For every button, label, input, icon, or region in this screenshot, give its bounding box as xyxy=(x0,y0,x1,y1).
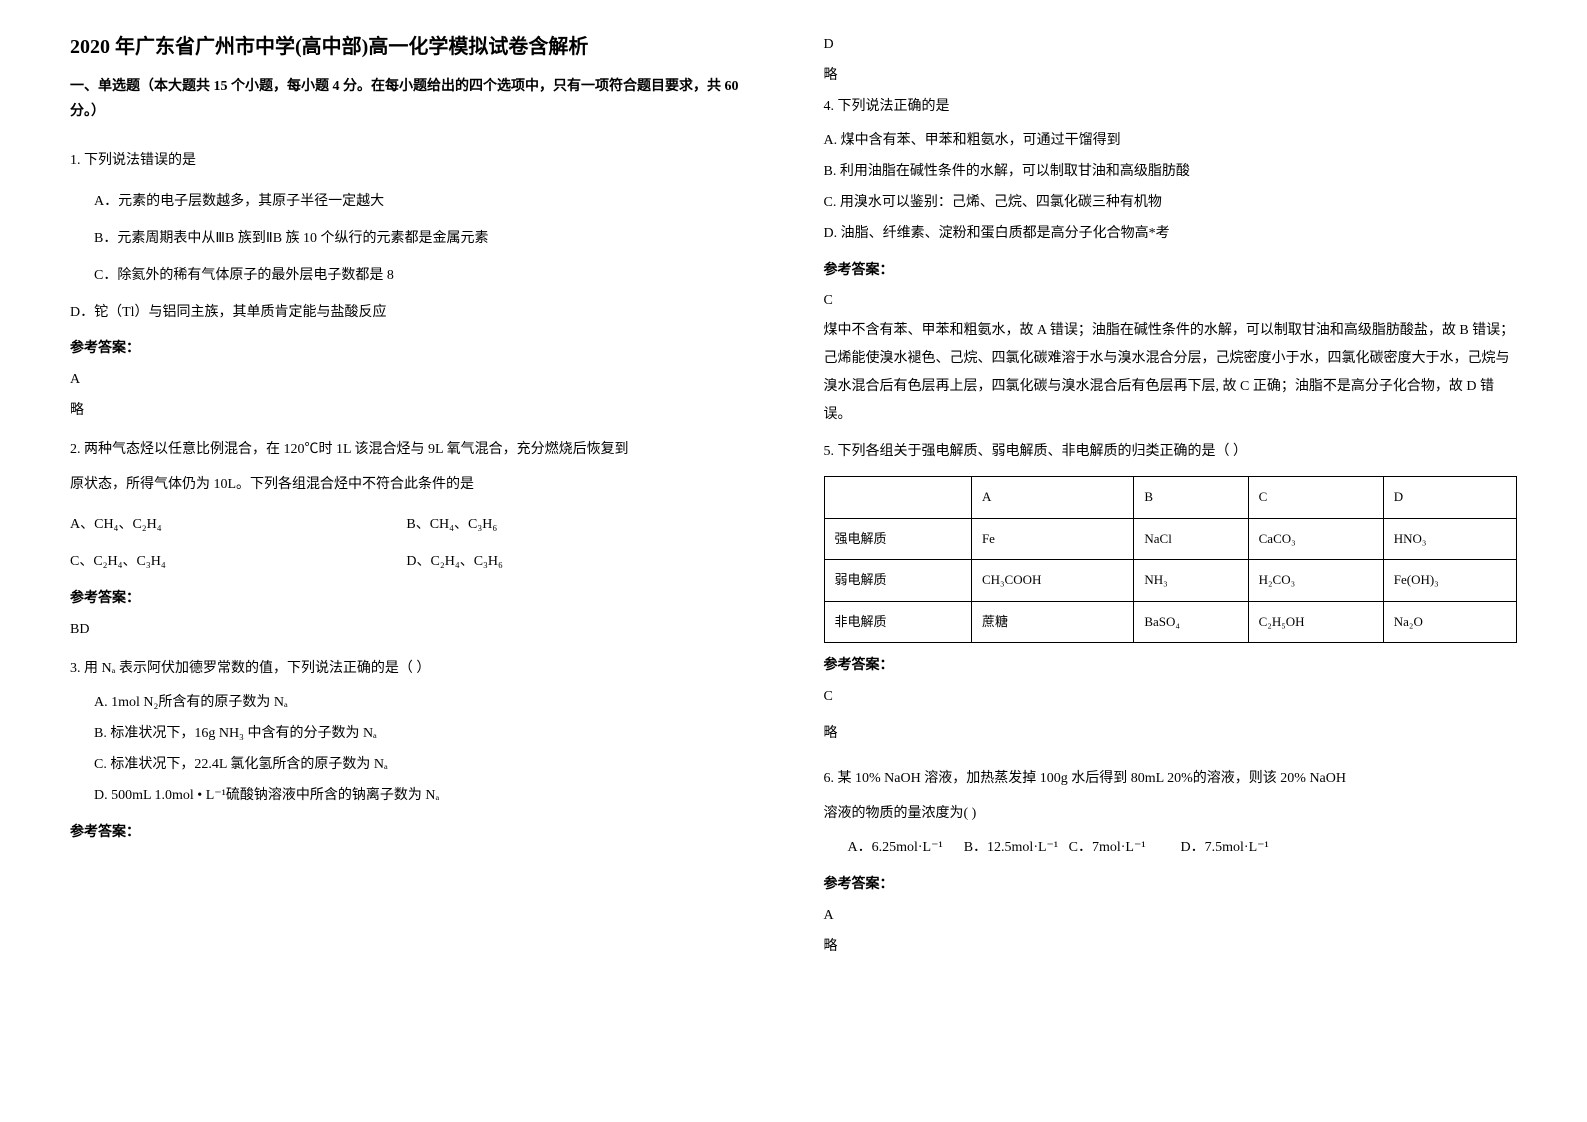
q4-option-a: A. 煤中含有苯、甲苯和粗氨水，可通过干馏得到 xyxy=(824,126,1518,157)
q1-option-b: B．元素周期表中从ⅢB 族到ⅡB 族 10 个纵行的元素都是金属元素 xyxy=(94,224,764,255)
q4-stem: 4. 下列说法正确的是 xyxy=(824,92,1518,123)
table-row: 强电解质 Fe NaCl CaCO₃ HNO₃ xyxy=(824,518,1517,560)
th-a: A xyxy=(971,476,1133,518)
cell: H₂CO₃ xyxy=(1248,560,1383,602)
question-6: 6. 某 10% NaOH 溶液，加热蒸发掉 100g 水后得到 80mL 20… xyxy=(824,764,1518,963)
question-3: 3. 用 Nₐ 表示阿伏加德罗常数的值，下列说法正确的是（ ） A. 1mol … xyxy=(70,654,764,849)
q1-answer: A xyxy=(70,365,764,396)
q1-stem: 1. 下列说法错误的是 xyxy=(70,146,764,177)
question-1: 1. 下列说法错误的是 A．元素的电子层数越多，其原子半径一定越大 B．元素周期… xyxy=(70,146,764,426)
q3-option-c: C. 标准状况下，22.4L 氯化氢所含的原子数为 Nₐ xyxy=(94,750,764,781)
q5-answer: C xyxy=(824,682,1518,713)
question-5: 5. 下列各组关于强电解质、弱电解质、非电解质的归类正确的是（ ） A B C … xyxy=(824,437,1518,750)
q5-note: 略 xyxy=(824,719,1518,750)
q1-option-a: A．元素的电子层数越多，其原子半径一定越大 xyxy=(94,187,764,218)
q3-option-b: B. 标准状况下，16g NH₃ 中含有的分子数为 Nₐ xyxy=(94,719,764,750)
question-2: 2. 两种气态烃以任意比例混合，在 120℃时 1L 该混合烃与 9L 氧气混合… xyxy=(70,435,764,646)
cell: 强电解质 xyxy=(824,518,971,560)
table-header-row: A B C D xyxy=(824,476,1517,518)
section-header: 一、单选题（本大题共 15 个小题，每小题 4 分。在每小题给出的四个选项中，只… xyxy=(70,74,764,124)
q6-answer: A xyxy=(824,901,1518,932)
q6-option-c: C．7mol·L⁻¹ xyxy=(1069,840,1146,855)
th-blank xyxy=(824,476,971,518)
q5-answer-label: 参考答案： xyxy=(824,651,1518,682)
q4-option-d: D. 油脂、纤维素、淀粉和蛋白质都是高分子化合物高*考 xyxy=(824,219,1518,250)
q3-option-a: A. 1mol N₂所含有的原子数为 Nₐ xyxy=(94,688,764,719)
cell: Na₂O xyxy=(1383,601,1516,643)
th-d: D xyxy=(1383,476,1516,518)
q1-note: 略 xyxy=(70,396,764,427)
q2-stem-2: 原状态，所得气体仍为 10L。下列各组混合烃中不符合此条件的是 xyxy=(70,470,764,501)
q6-stem-2: 溶液的物质的量浓度为( ) xyxy=(824,799,1518,830)
cell: 蔗糖 xyxy=(971,601,1133,643)
q5-table: A B C D 强电解质 Fe NaCl CaCO₃ HNO₃ 弱电解质 CH₃… xyxy=(824,476,1518,643)
q3-stem: 3. 用 Nₐ 表示阿伏加德罗常数的值，下列说法正确的是（ ） xyxy=(70,654,764,685)
th-c: C xyxy=(1248,476,1383,518)
cell: HNO₃ xyxy=(1383,518,1516,560)
q6-stem-1: 6. 某 10% NaOH 溶液，加热蒸发掉 100g 水后得到 80mL 20… xyxy=(824,764,1518,795)
cell: CaCO₃ xyxy=(1248,518,1383,560)
q1-answer-label: 参考答案： xyxy=(70,334,764,365)
q6-note: 略 xyxy=(824,932,1518,963)
q2-option-a: A、CH₄、C₂H₄ xyxy=(70,510,403,541)
q2-option-c: C、C₂H₄、C₃H₄ xyxy=(70,547,403,578)
q3-note: 略 xyxy=(824,61,1518,92)
q3-answer: D xyxy=(824,30,1518,61)
table-row: 非电解质 蔗糖 BaSO₄ C₂H₅OH Na₂O xyxy=(824,601,1517,643)
q4-answer-label: 参考答案： xyxy=(824,256,1518,287)
q4-option-b: B. 利用油脂在碱性条件的水解，可以制取甘油和高级脂肪酸 xyxy=(824,157,1518,188)
q4-explanation: 煤中不含有苯、甲苯和粗氨水，故 A 错误；油脂在碱性条件的水解，可以制取甘油和高… xyxy=(824,317,1518,429)
th-b: B xyxy=(1134,476,1248,518)
q6-option-a: A．6.25mol·L⁻¹ xyxy=(848,840,943,855)
right-column: D 略 4. 下列说法正确的是 A. 煤中含有苯、甲苯和粗氨水，可通过干馏得到 … xyxy=(794,30,1548,1092)
q3-option-d: D. 500mL 1.0mol • L⁻¹硫酸钠溶液中所含的钠离子数为 Nₐ xyxy=(94,781,764,812)
cell: Fe(OH)₃ xyxy=(1383,560,1516,602)
cell: NaCl xyxy=(1134,518,1248,560)
q6-answer-label: 参考答案： xyxy=(824,870,1518,901)
q4-option-c: C. 用溴水可以鉴别：己烯、己烷、四氯化碳三种有机物 xyxy=(824,188,1518,219)
cell: 非电解质 xyxy=(824,601,971,643)
cell: Fe xyxy=(971,518,1133,560)
q3-answer-label: 参考答案： xyxy=(70,818,764,849)
q2-option-d: D、C₂H₄、C₃H₆ xyxy=(406,547,739,578)
q4-answer: C xyxy=(824,286,1518,317)
cell: CH₃COOH xyxy=(971,560,1133,602)
page-title: 2020 年广东省广州市中学(高中部)高一化学模拟试卷含解析 xyxy=(70,30,764,59)
q2-answer-label: 参考答案： xyxy=(70,584,764,615)
q2-answer: BD xyxy=(70,615,764,646)
q1-option-d: D．铊（Tl）与铝同主族，其单质肯定能与盐酸反应 xyxy=(70,298,764,329)
q6-option-d: D．7.5mol·L⁻¹ xyxy=(1181,840,1269,855)
q2-option-b: B、CH₄、C₃H₆ xyxy=(406,510,739,541)
q2-stem-1: 2. 两种气态烃以任意比例混合，在 120℃时 1L 该混合烃与 9L 氧气混合… xyxy=(70,435,764,466)
cell: NH₃ xyxy=(1134,560,1248,602)
q5-stem: 5. 下列各组关于强电解质、弱电解质、非电解质的归类正确的是（ ） xyxy=(824,437,1518,468)
cell: C₂H₅OH xyxy=(1248,601,1383,643)
question-4: 4. 下列说法正确的是 A. 煤中含有苯、甲苯和粗氨水，可通过干馏得到 B. 利… xyxy=(824,92,1518,430)
table-row: 弱电解质 CH₃COOH NH₃ H₂CO₃ Fe(OH)₃ xyxy=(824,560,1517,602)
q1-option-c: C．除氦外的稀有气体原子的最外层电子数都是 8 xyxy=(94,261,764,292)
q6-option-b: B．12.5mol·L⁻¹ xyxy=(964,840,1058,855)
left-column: 2020 年广东省广州市中学(高中部)高一化学模拟试卷含解析 一、单选题（本大题… xyxy=(40,30,794,1092)
cell: BaSO₄ xyxy=(1134,601,1248,643)
cell: 弱电解质 xyxy=(824,560,971,602)
